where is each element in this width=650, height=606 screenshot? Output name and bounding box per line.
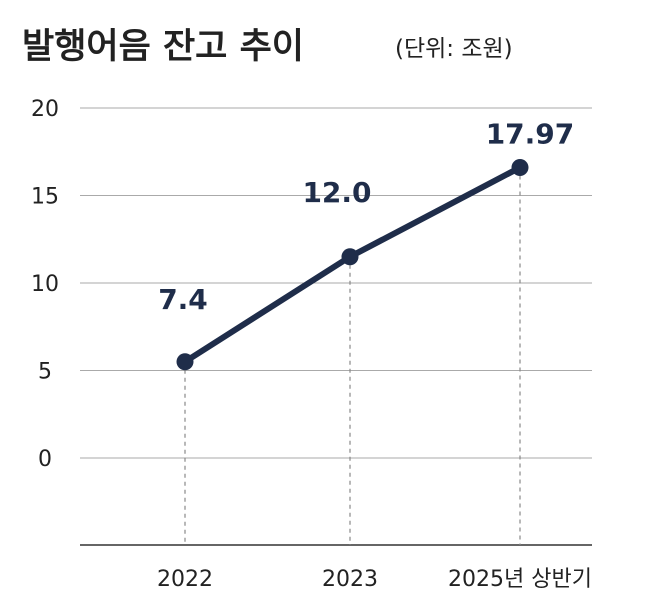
y-tick-label: 15	[31, 185, 59, 210]
y-tick-label: 5	[38, 360, 52, 385]
chart-subtitle: (단위: 조원)	[395, 36, 513, 62]
x-tick-label: 2025년 상반기	[448, 567, 592, 592]
y-tick-label: 10	[31, 272, 59, 297]
x-tick-label: 2023	[322, 567, 378, 592]
y-tick-label: 20	[31, 97, 59, 122]
y-tick-label: 0	[38, 447, 52, 472]
data-label: 17.97	[486, 118, 575, 151]
data-point	[176, 353, 194, 371]
x-tick-label: 2022	[157, 567, 213, 592]
data-label: 7.4	[158, 283, 208, 316]
data-label: 12.0	[302, 176, 371, 209]
chart-title: 발행어음 잔고 추이	[22, 27, 304, 67]
data-point	[341, 248, 359, 266]
data-point	[511, 159, 529, 176]
